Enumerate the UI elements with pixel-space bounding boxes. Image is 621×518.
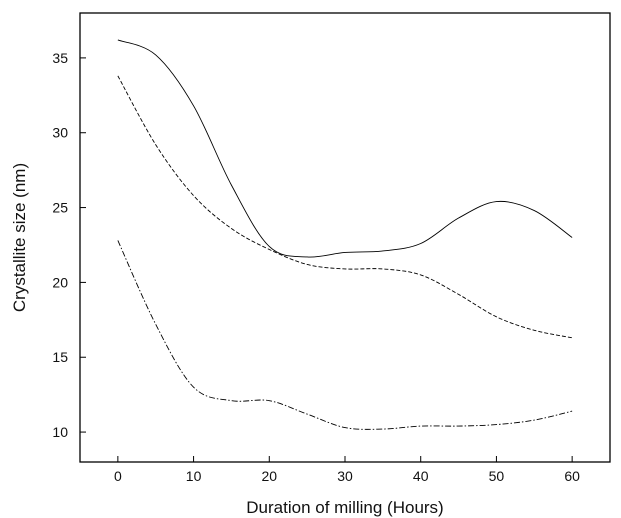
x-axis-ticks: 0 10 20 30 40 50 60 <box>114 456 580 484</box>
series-line-1-solid <box>117 39 573 258</box>
x-tick-label: 40 <box>413 468 429 484</box>
x-tick-label: 50 <box>489 468 505 484</box>
y-tick-label: 25 <box>52 200 68 216</box>
x-axis-title: Duration of milling (Hours) <box>246 498 443 517</box>
series-layer <box>117 39 573 430</box>
y-tick-label: 20 <box>52 274 68 290</box>
y-tick-label: 10 <box>52 424 68 440</box>
x-tick-label: 0 <box>114 468 122 484</box>
y-tick-label: 15 <box>52 349 68 365</box>
x-tick-label: 20 <box>261 468 277 484</box>
y-axis-title: Crystallite size (nm) <box>10 163 29 312</box>
series-line-3-dashdot <box>117 240 573 430</box>
y-tick-label: 35 <box>52 50 68 66</box>
x-tick-label: 10 <box>186 468 202 484</box>
x-tick-label: 30 <box>337 468 353 484</box>
y-tick-label: 30 <box>52 125 68 141</box>
x-tick-label: 60 <box>564 468 580 484</box>
plot-frame <box>79 12 611 463</box>
series-line-2-dashed <box>117 75 573 339</box>
y-axis-ticks: 10 15 20 25 30 35 <box>52 50 86 440</box>
